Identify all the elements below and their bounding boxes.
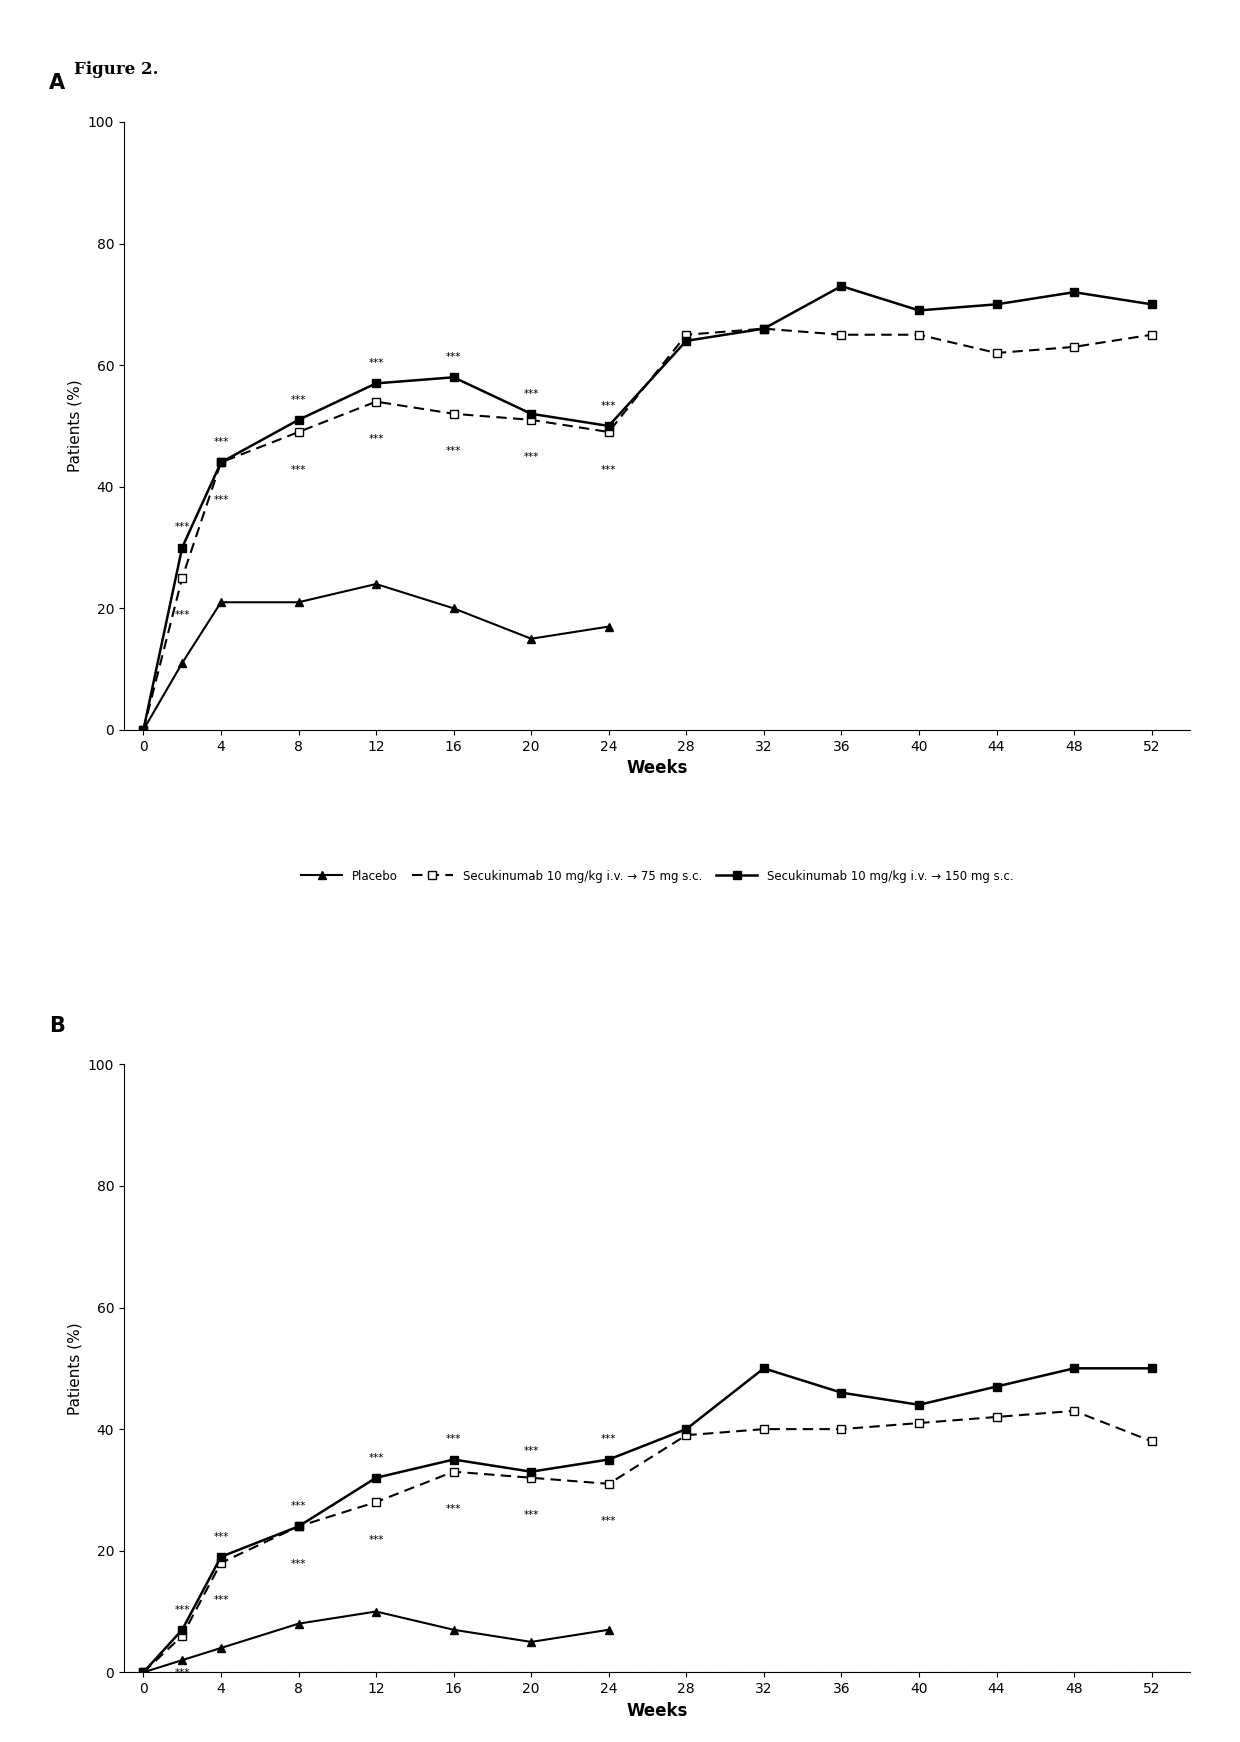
X-axis label: Weeks: Weeks — [626, 1702, 688, 1719]
Text: ***: *** — [213, 495, 228, 505]
Text: ***: *** — [446, 352, 461, 362]
Text: ***: *** — [291, 395, 306, 404]
Text: ***: *** — [291, 1502, 306, 1512]
Legend: Placebo, Secukinumab 10 mg/kg i.v. → 75 mg s.c., Secukinumab 10 mg/kg i.v. → 150: Placebo, Secukinumab 10 mg/kg i.v. → 75 … — [301, 869, 1013, 883]
Text: ***: *** — [175, 1604, 190, 1615]
Text: ***: *** — [446, 446, 461, 456]
Text: ***: *** — [213, 1596, 228, 1606]
Text: ***: *** — [446, 1505, 461, 1514]
Y-axis label: Patients (%): Patients (%) — [67, 380, 82, 472]
Text: ***: *** — [601, 465, 616, 474]
Text: ***: *** — [601, 1516, 616, 1526]
Text: ***: *** — [291, 1559, 306, 1570]
Text: ***: *** — [523, 388, 539, 399]
Text: ***: *** — [368, 1535, 383, 1545]
X-axis label: Weeks: Weeks — [626, 760, 688, 777]
Text: ***: *** — [523, 1446, 539, 1456]
Text: ***: *** — [213, 1531, 228, 1542]
Text: ***: *** — [368, 434, 383, 444]
Text: ***: *** — [601, 1434, 616, 1444]
Text: ***: *** — [446, 1434, 461, 1444]
Text: ***: *** — [368, 1453, 383, 1463]
Y-axis label: Patients (%): Patients (%) — [67, 1322, 82, 1415]
Text: ***: *** — [368, 359, 383, 368]
Text: ***: *** — [175, 610, 190, 620]
Text: ***: *** — [291, 465, 306, 474]
Text: ***: *** — [175, 1669, 190, 1678]
Text: ***: *** — [523, 1510, 539, 1521]
Text: Figure 2.: Figure 2. — [74, 61, 159, 78]
Text: ***: *** — [213, 437, 228, 448]
Text: ***: *** — [175, 523, 190, 533]
Text: ***: *** — [601, 401, 616, 411]
Text: A: A — [50, 73, 66, 94]
Text: B: B — [50, 1016, 66, 1036]
Text: ***: *** — [523, 453, 539, 462]
